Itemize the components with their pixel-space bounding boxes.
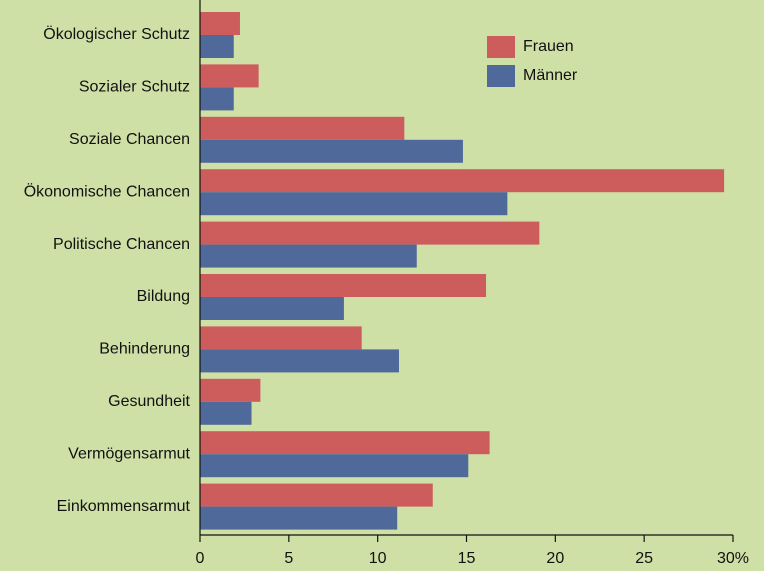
y-tick-label: Ökologischer Schutz [43, 25, 190, 43]
bar [200, 326, 362, 350]
bar [200, 139, 463, 163]
bar [200, 87, 234, 111]
bar [200, 378, 261, 402]
bar [200, 12, 240, 35]
bar [200, 297, 344, 320]
y-tick-label: Gesundheit [108, 393, 190, 410]
y-tick-label: Behinderung [99, 341, 190, 358]
bar [200, 274, 487, 297]
legend-label: Frauen [523, 38, 574, 55]
y-tick-label: Sozialer Schutz [79, 79, 190, 96]
bar [200, 64, 259, 88]
y-tick-label: Politische Chancen [53, 236, 190, 253]
bar [200, 244, 417, 268]
legend-swatch [487, 65, 515, 87]
bar [200, 116, 405, 140]
bar [200, 483, 433, 507]
bar [200, 192, 508, 216]
bar [200, 431, 490, 455]
legend-label: Männer [523, 67, 578, 84]
y-tick-label: Soziale Chancen [69, 131, 190, 148]
x-tick-label: 30% [717, 550, 749, 567]
bar [200, 454, 469, 478]
bar [200, 35, 234, 58]
x-tick-label: 5 [284, 550, 293, 567]
bar [200, 169, 725, 193]
bar [200, 401, 252, 425]
bar [200, 506, 398, 530]
y-tick-label: Einkommensarmut [57, 498, 191, 515]
x-tick-label: 10 [369, 550, 387, 567]
y-tick-label: Bildung [137, 288, 190, 305]
bar [200, 221, 540, 245]
x-tick-label: 0 [196, 550, 205, 567]
bar [200, 349, 399, 373]
x-tick-label: 25 [635, 550, 653, 567]
x-tick-label: 15 [458, 550, 476, 567]
legend-swatch [487, 36, 515, 58]
x-tick-label: 20 [546, 550, 564, 567]
y-tick-label: Vermögensarmut [68, 445, 190, 462]
y-tick-label: Ökonomische Chancen [24, 182, 190, 200]
